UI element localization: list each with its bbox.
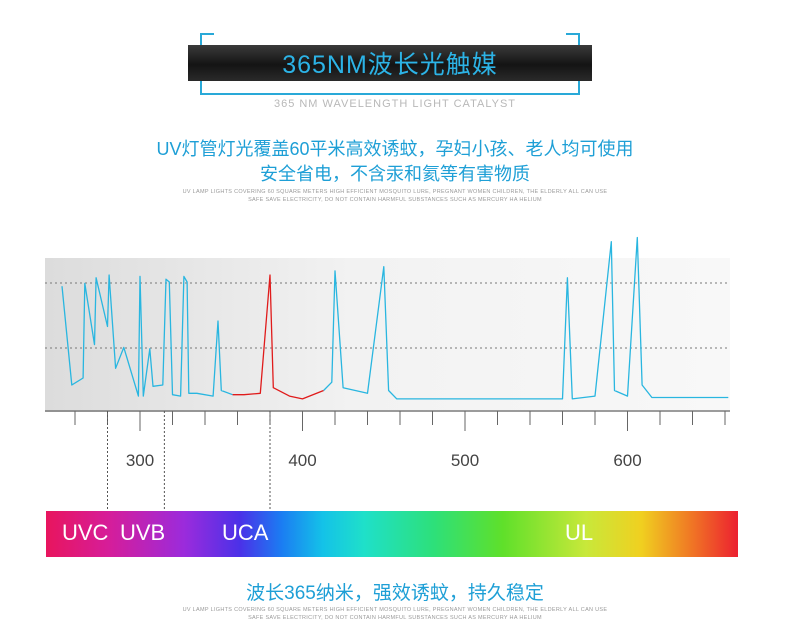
footer-english-1: UV LAMP LIGHTS COVERING 60 SQUARE METERS… — [182, 607, 608, 613]
series-line-1 — [232, 274, 324, 400]
x-tick-label-500: 500 — [451, 451, 479, 470]
series-line-0 — [61, 274, 233, 397]
x-tick-label-400: 400 — [288, 451, 316, 470]
series-line-2 — [323, 236, 729, 400]
chart-background — [45, 258, 730, 412]
band-label-uvb: UVB — [120, 520, 166, 545]
footer-english-2: SAFE SAVE ELECTRICITY, DO NOT CONTAIN HA… — [248, 615, 542, 621]
intro-english-1: UV LAMP LIGHTS COVERING 60 SQUARE METERS… — [182, 189, 608, 195]
page-subtitle: 365 NM WAVELENGTH LIGHT CATALYST — [273, 98, 517, 110]
color-spectrum-bar — [46, 511, 738, 557]
intro-english-2: SAFE SAVE ELECTRICITY, DO NOT CONTAIN HA… — [248, 197, 542, 203]
intro-line-1: UV灯管灯光覆盖60平米高效诱蚊，孕妇小孩、老人均可使用 — [156, 139, 634, 159]
x-tick-label-300: 300 — [126, 451, 154, 470]
band-label-ul: UL — [565, 520, 594, 545]
band-label-uca: UCA — [222, 520, 269, 545]
page-title: 365NM波长光触媒 — [282, 51, 498, 79]
band-label-uvc: UVC — [62, 520, 109, 545]
title-banner: 365NM波长光触媒 — [188, 45, 592, 81]
x-tick-label-600: 600 — [613, 451, 641, 470]
footer-line: 波长365纳米，强效诱蚊，持久稳定 — [246, 583, 544, 604]
intro-line-2: 安全省电，不含汞和氦等有害物质 — [260, 164, 530, 184]
